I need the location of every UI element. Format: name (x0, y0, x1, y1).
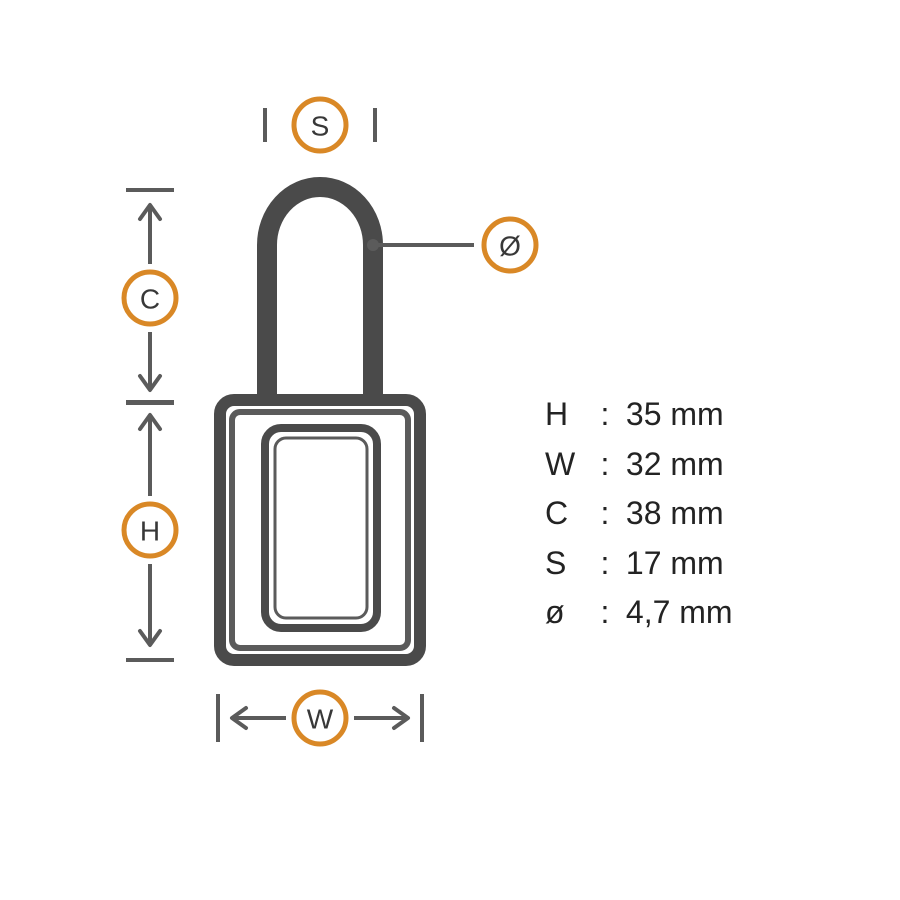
spec-colon: : (593, 539, 617, 589)
spec-value: 17 mm (626, 545, 724, 581)
dim-h-letter: H (140, 516, 160, 547)
spec-symbol: H (545, 390, 593, 440)
spec-value: 35 mm (626, 396, 724, 432)
spec-row: W: 32 mm (545, 440, 733, 490)
shackle (267, 187, 373, 400)
spec-table: H: 35 mmW: 32 mmC: 38 mmS: 17 mmø: 4,7 m… (545, 390, 733, 638)
padlock (220, 187, 420, 660)
spec-row: H: 35 mm (545, 390, 733, 440)
spec-value: 32 mm (626, 446, 724, 482)
dim-diameter-letter: Ø (499, 231, 521, 262)
spec-row: C: 38 mm (545, 489, 733, 539)
padlock-dimension-diagram: ØSCHW H: 35 mmW: 32 mmC: 38 mmS: 17 mmø:… (0, 0, 900, 900)
spec-symbol: ø (545, 588, 593, 638)
dim-s-letter: S (311, 111, 330, 142)
spec-row: S: 17 mm (545, 539, 733, 589)
spec-symbol: W (545, 440, 593, 490)
dim-c-letter: C (140, 284, 160, 315)
spec-row: ø: 4,7 mm (545, 588, 733, 638)
dim-w-letter: W (307, 704, 334, 735)
diagram-svg: ØSCHW (0, 0, 900, 900)
spec-value: 4,7 mm (626, 594, 733, 630)
spec-colon: : (593, 440, 617, 490)
spec-symbol: S (545, 539, 593, 589)
spec-value: 38 mm (626, 495, 724, 531)
spec-colon: : (593, 390, 617, 440)
spec-symbol: C (545, 489, 593, 539)
spec-colon: : (593, 489, 617, 539)
spec-colon: : (593, 588, 617, 638)
